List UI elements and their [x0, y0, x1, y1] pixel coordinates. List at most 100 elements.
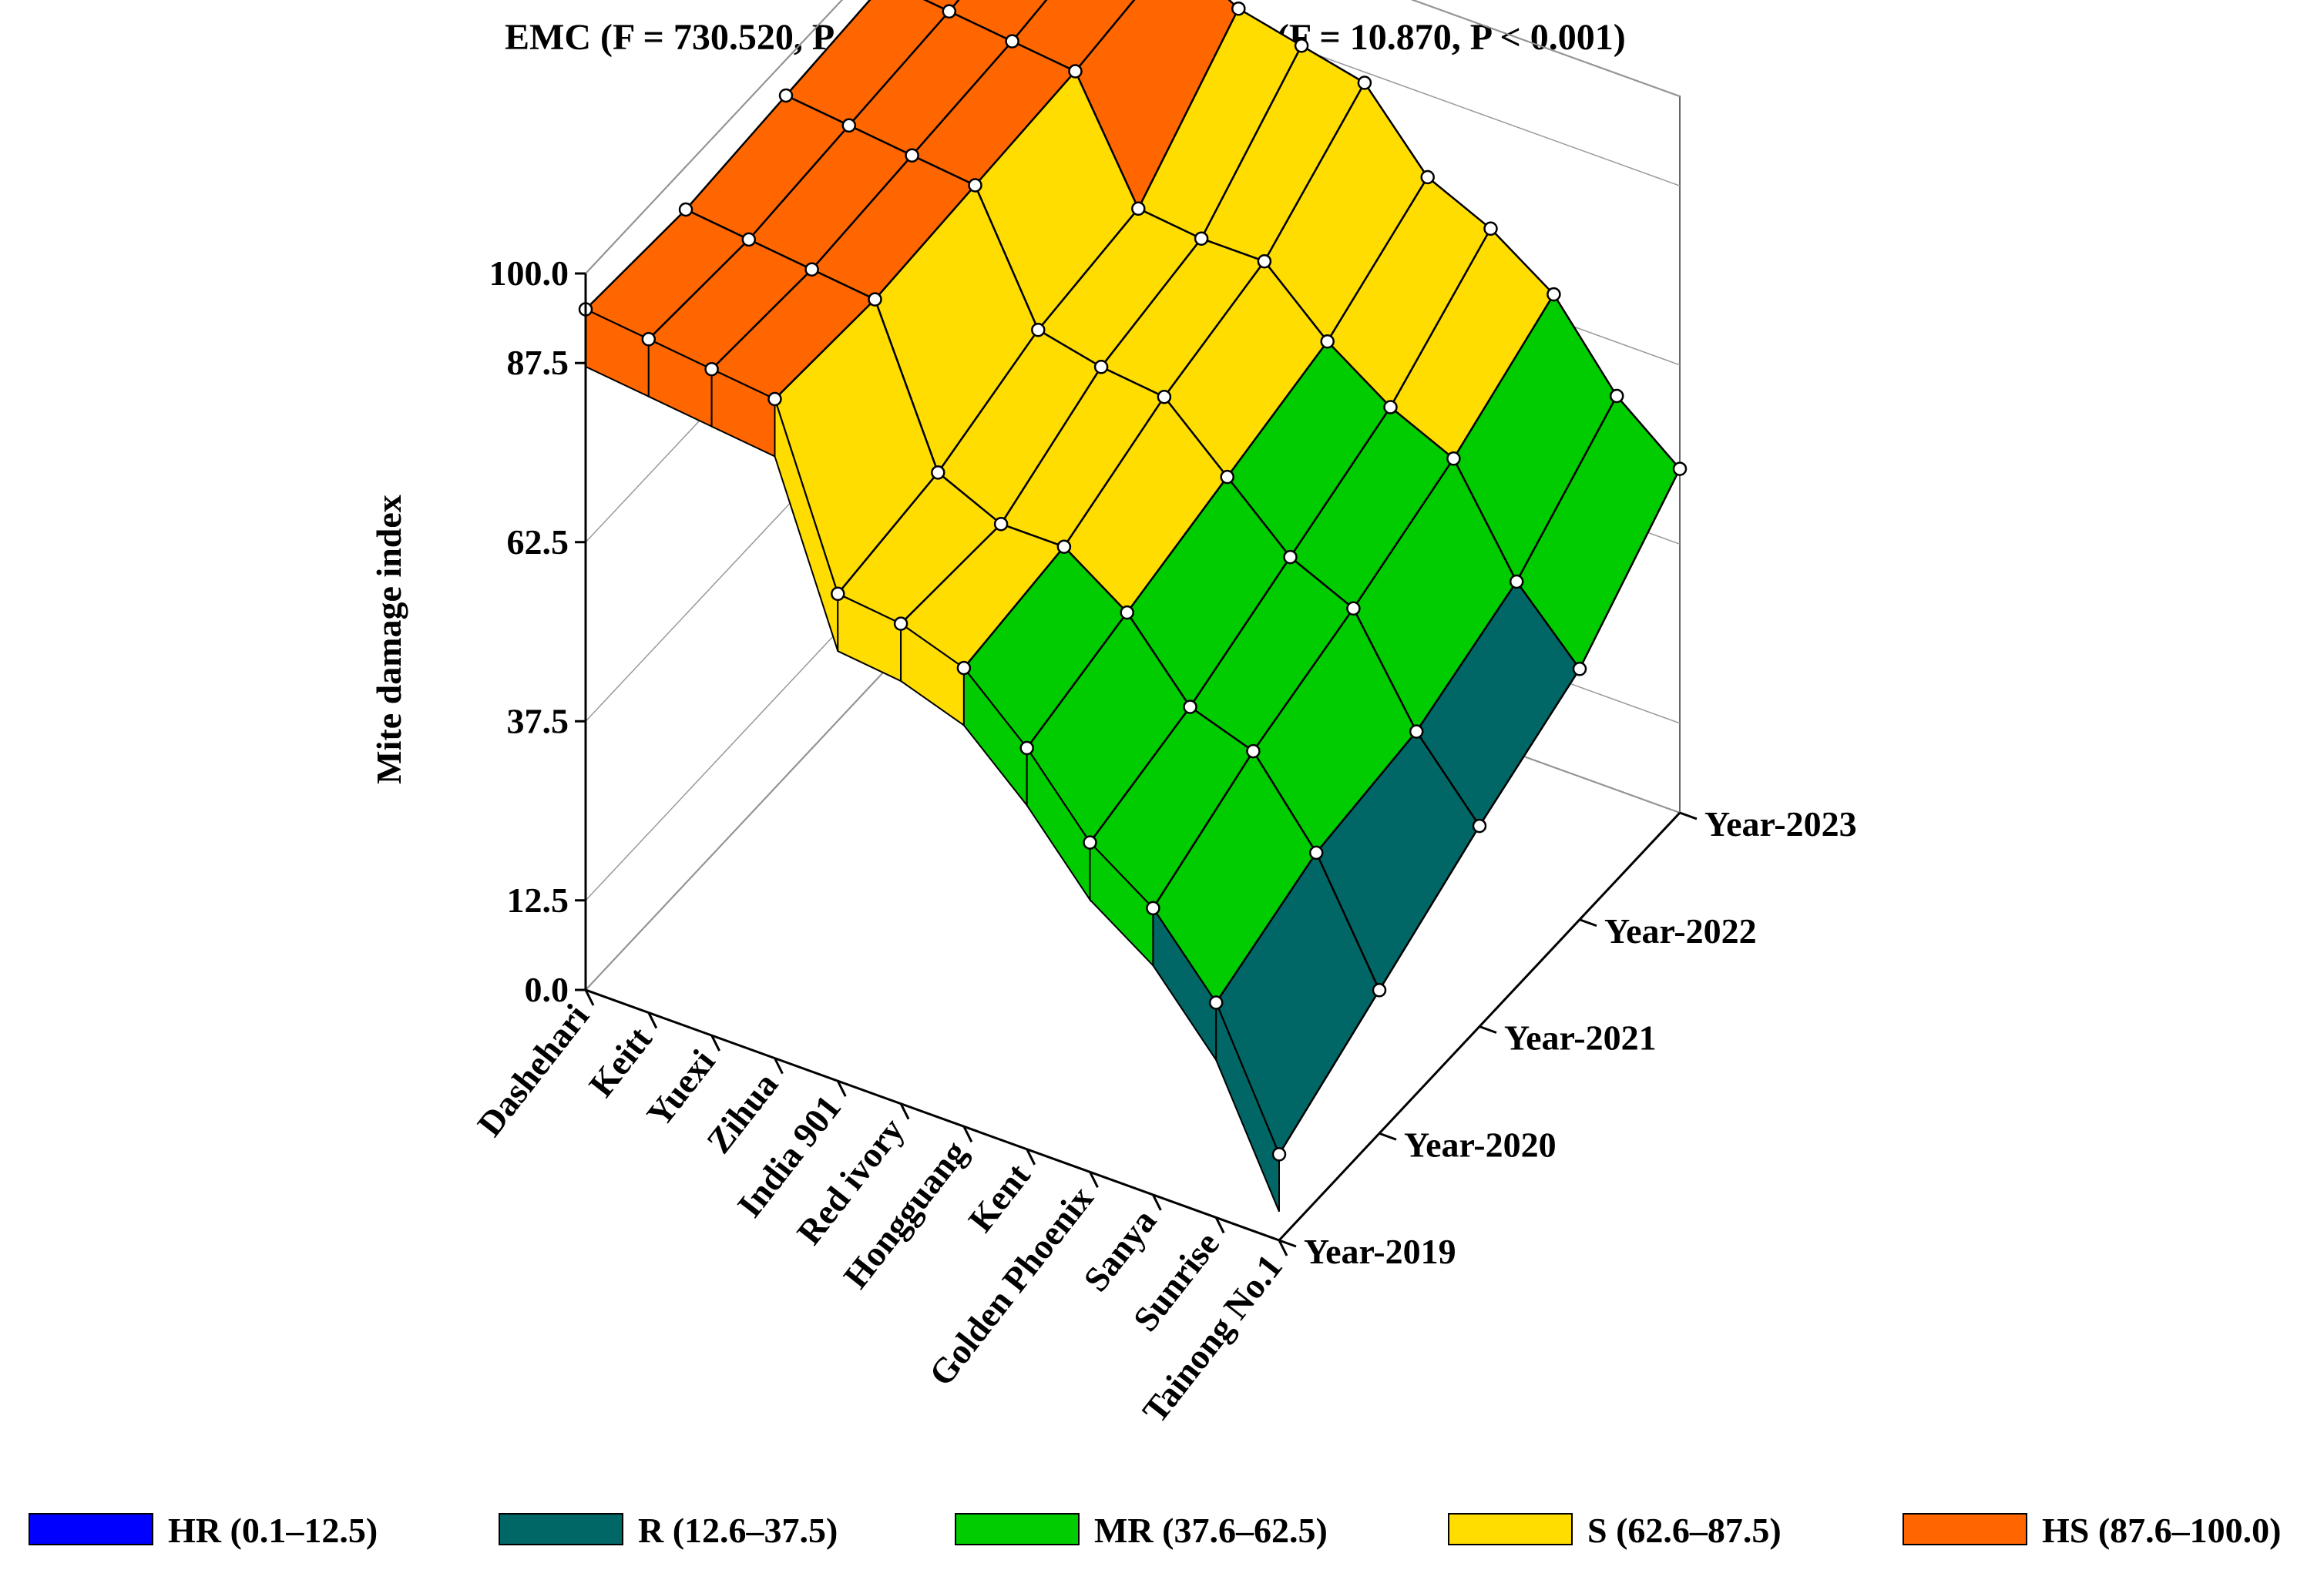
data-point	[641, 332, 657, 347]
year-tick-mark	[1579, 918, 1597, 928]
legend-item: R (12.6–37.5)	[499, 1511, 838, 1550]
data-point	[778, 88, 794, 103]
data-point	[1472, 818, 1487, 834]
legend-item: HR (0.1–12.5)	[29, 1511, 378, 1550]
legend-label: HR (0.1–12.5)	[168, 1511, 378, 1550]
legend-item: HS (87.6–100.0)	[1903, 1511, 2282, 1550]
z-tick-label: 100.0	[489, 253, 569, 293]
data-point	[767, 391, 782, 407]
front-edge	[1215, 1002, 1280, 1213]
data-point	[968, 178, 982, 193]
data-point	[1146, 901, 1160, 916]
z-axis-ticks: 100.0 87.5 62.5 37.5 12.5 0.0	[489, 253, 586, 1009]
legend-swatch	[499, 1513, 623, 1545]
z-tick-label: 62.5	[507, 522, 569, 562]
year-tick-mark	[1278, 1239, 1297, 1248]
data-point	[868, 292, 882, 307]
data-point	[1357, 75, 1372, 90]
data-point	[1056, 539, 1072, 554]
data-point	[1031, 322, 1046, 337]
z-tick-label: 37.5	[507, 701, 569, 740]
data-point	[1220, 469, 1234, 485]
year-axis-labels: Year-2019 Year-2020 Year-2021 Year-2022 Year…	[1278, 804, 1857, 1271]
cultivar-tick-label: Keitt	[581, 1019, 660, 1104]
z-axis-label: Mite damage index	[369, 495, 408, 784]
data-point	[1308, 845, 1324, 860]
year-tick-mark	[1679, 811, 1698, 820]
data-point	[1283, 549, 1298, 565]
data-point	[1019, 740, 1034, 756]
z-tick-label: 0.0	[525, 970, 569, 1009]
data-point	[1483, 221, 1498, 237]
data-point	[831, 586, 845, 602]
cultivar-tick-label: Yuexi	[639, 1042, 723, 1134]
data-point	[1208, 995, 1224, 1010]
z-gridline	[585, 0, 1681, 274]
cultivar-tick-mark	[1152, 1194, 1162, 1211]
year-tick-label: Year-2022	[1604, 911, 1757, 951]
data-point	[1294, 39, 1309, 53]
surface-plot	[578, 0, 1688, 1213]
cultivar-tick-mark	[584, 989, 595, 1006]
legend-label: S (62.6–87.5)	[1587, 1511, 1782, 1550]
data-point	[841, 118, 857, 133]
legend-swatch	[955, 1513, 1080, 1545]
data-point	[1093, 360, 1109, 374]
cultivar-tick-mark	[647, 1011, 658, 1029]
data-point	[1271, 1147, 1287, 1162]
legend-swatch	[29, 1513, 153, 1545]
cultivar-tick-label: Kent	[961, 1156, 1038, 1239]
cultivar-tick-mark	[836, 1080, 847, 1097]
legend-item: MR (37.6–62.5)	[955, 1511, 1328, 1550]
data-point	[931, 465, 945, 480]
data-point	[741, 232, 757, 247]
cultivar-axis-line	[585, 988, 1280, 1242]
data-point	[1547, 287, 1561, 302]
legend-label: HS (87.6–100.0)	[2042, 1511, 2282, 1550]
data-point	[1372, 983, 1387, 998]
cultivar-tick-mark	[899, 1103, 910, 1120]
data-point	[905, 148, 919, 163]
data-point	[1420, 169, 1435, 185]
data-point	[956, 660, 972, 676]
data-point	[1257, 253, 1272, 269]
data-point	[1194, 231, 1209, 246]
year-tick-label: Year-2019	[1304, 1232, 1456, 1271]
cultivar-tick-mark	[1214, 1216, 1225, 1234]
data-point	[942, 4, 957, 19]
legend-label: MR (37.6–62.5)	[1094, 1511, 1328, 1550]
legend-swatch	[1448, 1513, 1573, 1545]
data-point	[704, 361, 719, 377]
data-point	[1068, 64, 1083, 79]
data-point	[1131, 201, 1146, 216]
data-point	[1409, 724, 1424, 739]
z-tick-label: 12.5	[507, 881, 569, 920]
year-tick-label: Year-2020	[1404, 1125, 1557, 1164]
year-tick-label: Year-2021	[1504, 1018, 1657, 1058]
data-point	[1346, 601, 1361, 616]
data-point	[1183, 699, 1197, 714]
data-point	[1157, 389, 1172, 404]
legend-label: R (12.6–37.5)	[638, 1511, 838, 1550]
data-point	[1609, 388, 1624, 404]
cultivar-tick-mark	[774, 1057, 784, 1075]
data-point	[993, 516, 1009, 532]
year-tick-mark	[1379, 1132, 1397, 1141]
legend-swatch	[1903, 1513, 2027, 1545]
data-point	[1120, 605, 1134, 620]
cultivar-tick-mark	[1089, 1171, 1099, 1189]
data-point	[1383, 400, 1398, 414]
data-point	[1572, 662, 1587, 676]
data-point	[1672, 461, 1688, 476]
data-point	[678, 202, 694, 217]
data-point	[1509, 574, 1524, 589]
data-point	[1246, 743, 1261, 759]
year-tick-mark	[1479, 1025, 1497, 1034]
data-point	[1446, 451, 1461, 466]
legend: HR (0.1–12.5) R (12.6–37.5) MR (37.6–62.5)…	[29, 1511, 2282, 1550]
z-tick-label: 87.5	[507, 343, 569, 382]
data-point	[804, 262, 819, 277]
data-point	[1005, 34, 1019, 49]
year-tick-label: Year-2023	[1704, 804, 1857, 844]
